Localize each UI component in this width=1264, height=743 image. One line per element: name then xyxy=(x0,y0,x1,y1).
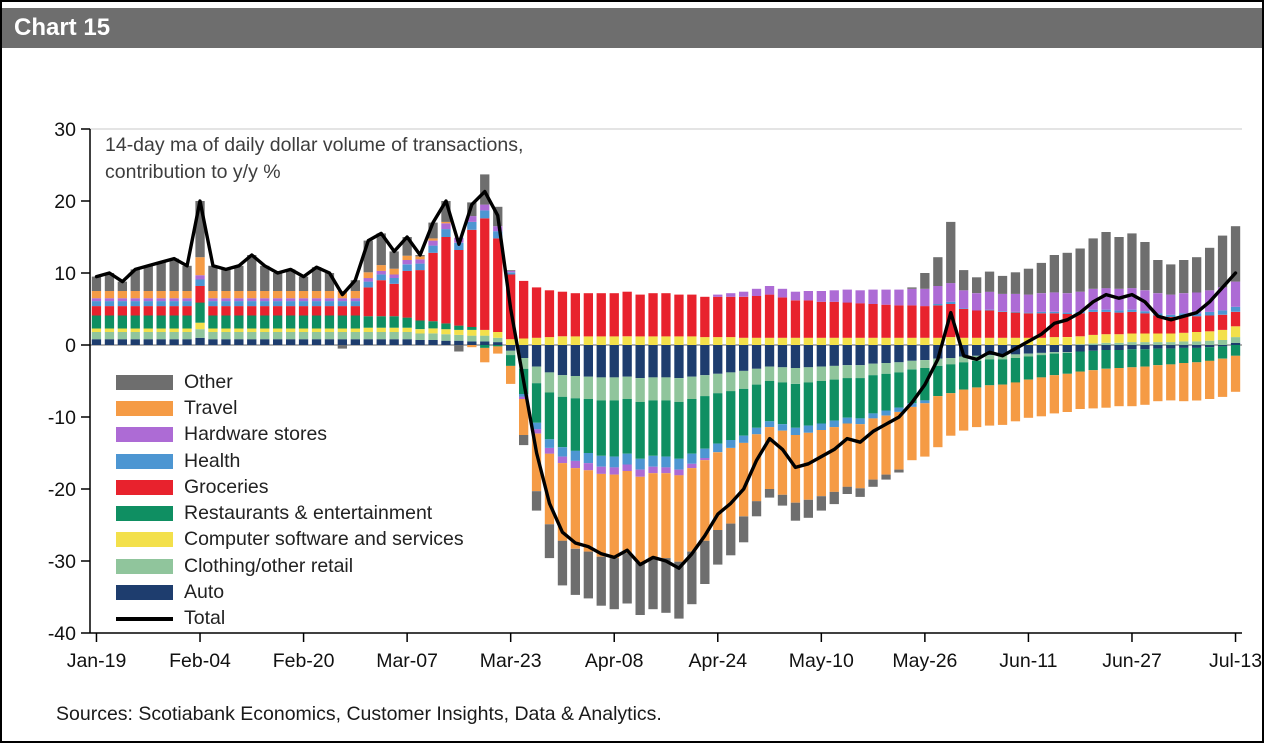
legend-color-swatch xyxy=(116,400,173,416)
legend-label: Hardware stores xyxy=(184,423,328,446)
svg-text:10: 10 xyxy=(54,263,76,285)
legend-color-swatch xyxy=(116,558,173,574)
legend-item: Travel xyxy=(116,395,464,421)
legend-item: Computer software and services xyxy=(116,527,464,553)
svg-text:0: 0 xyxy=(65,335,76,357)
legend-item: Other xyxy=(116,369,464,395)
svg-text:May-10: May-10 xyxy=(789,650,854,672)
legend-item: Hardware stores xyxy=(116,422,464,448)
legend-label: Total xyxy=(184,607,226,630)
legend-label: Other xyxy=(184,370,233,393)
legend-label: Computer software and services xyxy=(184,528,464,551)
svg-text:-40: -40 xyxy=(48,623,76,645)
svg-text:-10: -10 xyxy=(48,407,76,429)
chart-legend: Other Travel Hardware stores Health Grocerie… xyxy=(116,369,464,632)
svg-text:-30: -30 xyxy=(48,551,76,573)
total-line xyxy=(94,189,1238,570)
x-axis xyxy=(90,632,1242,642)
annotation-line-1: 14-day ma of daily dollar volume of tran… xyxy=(105,134,524,156)
chart-title: Chart 15 xyxy=(14,14,111,41)
legend-item: Auto xyxy=(116,579,464,605)
legend-item: Clothing/other retail xyxy=(116,553,464,579)
legend-label: Restaurants & entertainment xyxy=(184,502,433,525)
svg-text:Feb-20: Feb-20 xyxy=(273,650,335,672)
svg-text:Jun-27: Jun-27 xyxy=(1102,650,1162,672)
legend-label: Health xyxy=(184,449,241,472)
bars-layer xyxy=(91,174,1241,619)
legend-color-swatch xyxy=(116,479,173,495)
svg-text:30: 30 xyxy=(54,119,76,141)
legend-color-swatch xyxy=(116,532,173,548)
svg-text:May-26: May-26 xyxy=(892,650,957,672)
svg-text:Feb-04: Feb-04 xyxy=(169,650,231,672)
legend-label: Auto xyxy=(184,581,225,604)
legend-item: Groceries xyxy=(116,474,464,500)
legend-item: Health xyxy=(116,448,464,474)
svg-text:-20: -20 xyxy=(48,479,76,501)
svg-text:Mar-23: Mar-23 xyxy=(480,650,542,672)
svg-text:Jul-13: Jul-13 xyxy=(1209,650,1262,672)
svg-text:Mar-07: Mar-07 xyxy=(376,650,438,672)
source-note: Sources: Scotiabank Economics, Customer … xyxy=(56,703,662,725)
legend-label: Travel xyxy=(184,396,238,419)
svg-text:Apr-24: Apr-24 xyxy=(689,650,748,672)
legend-label: Clothing/other retail xyxy=(184,554,354,577)
legend-line-swatch xyxy=(116,616,173,621)
legend-item: Total xyxy=(116,606,464,632)
chart-title-bar: Chart 15 xyxy=(2,8,1262,48)
legend-item: Restaurants & entertainment xyxy=(116,500,464,526)
svg-text:Jun-11: Jun-11 xyxy=(999,650,1057,672)
chart-annotation: 14-day ma of daily dollar volume of tran… xyxy=(105,132,523,186)
svg-text:20: 20 xyxy=(54,191,76,213)
y-tick-labels: 30 20 10 0 -10 -20 -30 -40 xyxy=(48,119,76,645)
legend-color-swatch xyxy=(116,585,173,601)
x-tick-labels: Jan-19 Feb-04 Feb-20 Mar-07 Mar-23 Apr-08 Apr-… xyxy=(67,650,1262,672)
legend-color-swatch xyxy=(116,506,173,522)
y-axis xyxy=(81,128,91,634)
legend-color-swatch xyxy=(116,453,173,469)
legend-label: Groceries xyxy=(184,475,269,498)
legend-color-swatch xyxy=(116,427,173,443)
legend-color-swatch xyxy=(116,374,173,390)
svg-text:Apr-08: Apr-08 xyxy=(585,650,644,672)
annotation-line-2: contribution to y/y % xyxy=(105,161,281,183)
svg-text:Jan-19: Jan-19 xyxy=(67,650,127,672)
